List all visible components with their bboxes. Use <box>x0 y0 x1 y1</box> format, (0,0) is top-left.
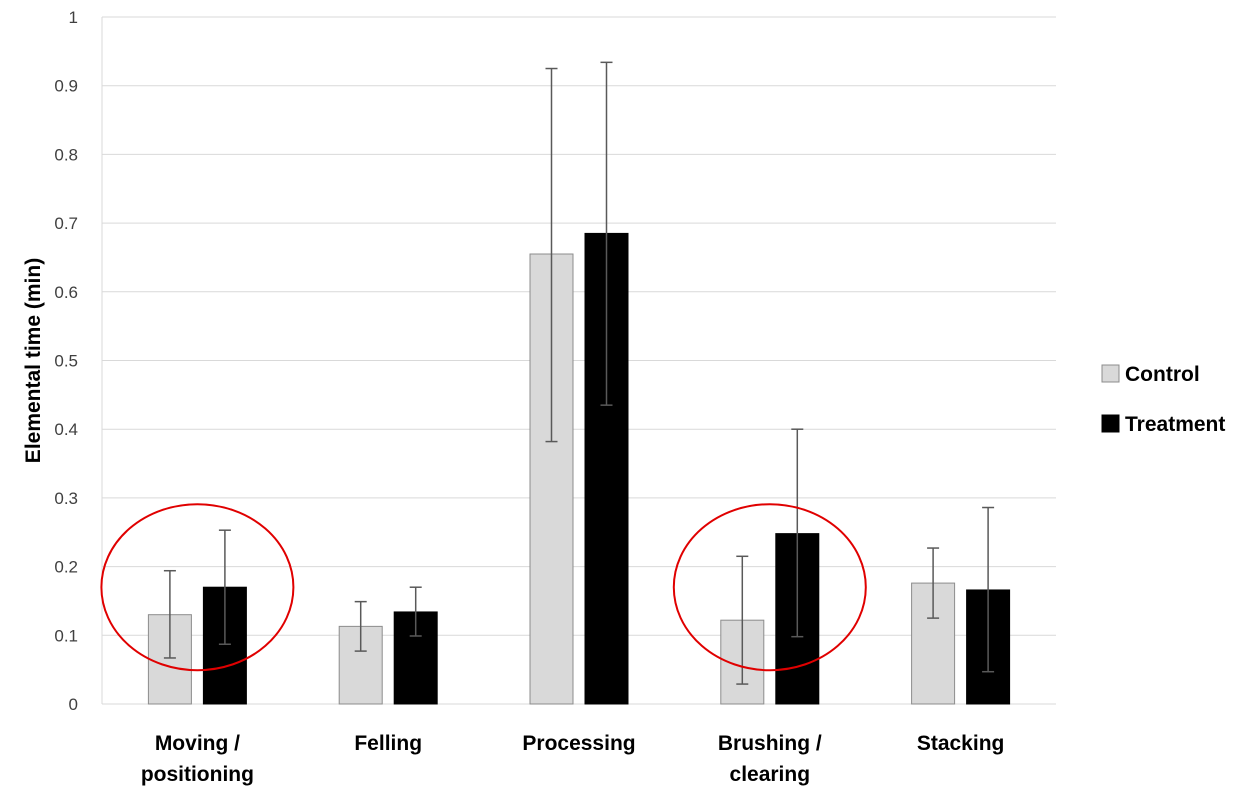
category-label-line: Stacking <box>917 732 1005 755</box>
y-tick-label: 0.7 <box>54 214 78 233</box>
legend-label-control: Control <box>1125 363 1200 386</box>
category-label-line: Moving / <box>155 732 240 755</box>
y-tick-label: 0.5 <box>54 352 78 371</box>
category-label-line: Processing <box>522 732 635 755</box>
y-tick-label: 0.4 <box>54 420 78 439</box>
y-tick-label: 0.9 <box>54 77 78 96</box>
category-label: Stacking <box>917 732 1005 755</box>
legend-swatch-control <box>1101 364 1120 383</box>
y-tick-label: 1 <box>69 8 78 27</box>
annotations <box>100 503 867 672</box>
category-label: Processing <box>522 732 635 755</box>
legend: Control Treatment <box>1101 363 1225 436</box>
error-bars <box>163 61 995 685</box>
highlight-ellipse <box>672 503 867 672</box>
y-tick-label: 0.3 <box>54 489 78 508</box>
gridlines <box>101 16 1056 705</box>
category-label: Brushing / clearing <box>718 732 822 786</box>
category-labels: Moving / positioning Felling Processing Brus… <box>141 732 1005 786</box>
legend-label-treatment: Treatment <box>1125 413 1225 436</box>
category-label: Moving / positioning <box>141 732 254 786</box>
legend-swatch-treatment <box>1101 414 1120 433</box>
category-label-line: positioning <box>141 763 254 786</box>
y-tick-label: 0.1 <box>54 626 78 645</box>
category-label: Felling <box>354 732 422 755</box>
y-tick-label: 0.8 <box>54 145 78 164</box>
y-tick-labels: 0 0.1 0.2 0.3 0.4 0.5 0.6 0.7 0.8 0.9 1 <box>54 8 78 714</box>
category-label-line: clearing <box>730 763 811 786</box>
category-label-line: Brushing / <box>718 732 822 755</box>
y-axis-title: Elemental time (min) <box>22 258 45 463</box>
category-label-line: Felling <box>354 732 422 755</box>
highlight-ellipse <box>100 503 295 672</box>
y-tick-label: 0.6 <box>54 283 78 302</box>
y-tick-label: 0.2 <box>54 558 78 577</box>
y-tick-label: 0 <box>69 695 78 714</box>
